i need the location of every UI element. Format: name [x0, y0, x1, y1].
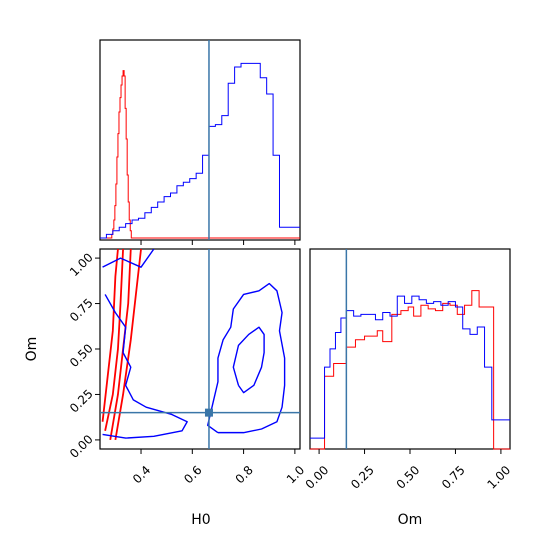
om-marginal-series: [310, 290, 510, 450]
contour-x-tick-label-0: 0.4: [130, 463, 153, 486]
contour-line-0: [104, 249, 124, 432]
contour-y-tick-label-4: 1.00: [67, 250, 96, 279]
h0-marginal-ticks: [140, 240, 296, 245]
om-x-tick-label-0: 0.00: [303, 463, 332, 492]
om-marginal-panel: 0.00 0.25 0.50 0.75 1.00 Om: [303, 248, 513, 528]
om-axis-label: Om: [24, 337, 40, 362]
contour-y-ticks: 0.00 0.25 0.50 0.75 1.00: [67, 250, 100, 461]
h0-axis-label: H0: [191, 512, 210, 528]
contour-line-2: [101, 249, 119, 422]
truth-point: [204, 408, 213, 417]
om-histogram-blue: [310, 295, 510, 439]
om-x-tick-label-4: 1.00: [484, 463, 513, 492]
contour-y-tick-label-1: 0.25: [67, 387, 96, 416]
contour-line-4: [102, 249, 155, 268]
om-marginal-ticks: 0.00 0.25 0.50 0.75 1.00: [303, 449, 513, 492]
contour-x-tick-label-2: 0.8: [233, 463, 256, 486]
contour-line-5: [102, 294, 188, 439]
h0-histogram-red: [100, 70, 300, 239]
contour-y-tick-label-0: 0.00: [67, 432, 96, 461]
contour-x-ticks: 0.4 0.6 0.8 1.0: [130, 449, 307, 486]
contour-line-7: [232, 326, 265, 394]
h0-marginal-series: [100, 62, 300, 239]
om-x-tick-label-1: 0.25: [348, 463, 377, 492]
contour-y-tick-label-3: 0.75: [67, 296, 96, 325]
om-marginal-axis-label: Om: [398, 512, 423, 528]
h0-marginal-panel: [99, 39, 301, 245]
contour-lines: [101, 249, 286, 441]
h0-om-contour-panel: 0.4 0.6 0.8 1.0 0.000.250.500.751.00 H0 Om: [24, 248, 307, 528]
om-x-tick-label-2: 0.50: [394, 463, 423, 492]
om-marginal-frame: [309, 248, 511, 450]
contour-line-6: [206, 282, 286, 434]
contour-x-tick-label-1: 0.6: [181, 463, 204, 486]
om-histogram-red: [310, 290, 510, 450]
contour-y-tick-label-2: 0.50: [67, 341, 96, 370]
h0-marginal-frame: [99, 39, 301, 241]
h0-histogram-blue: [100, 62, 300, 239]
om-x-tick-label-3: 0.75: [439, 463, 468, 492]
contour-line-3: [114, 249, 142, 441]
